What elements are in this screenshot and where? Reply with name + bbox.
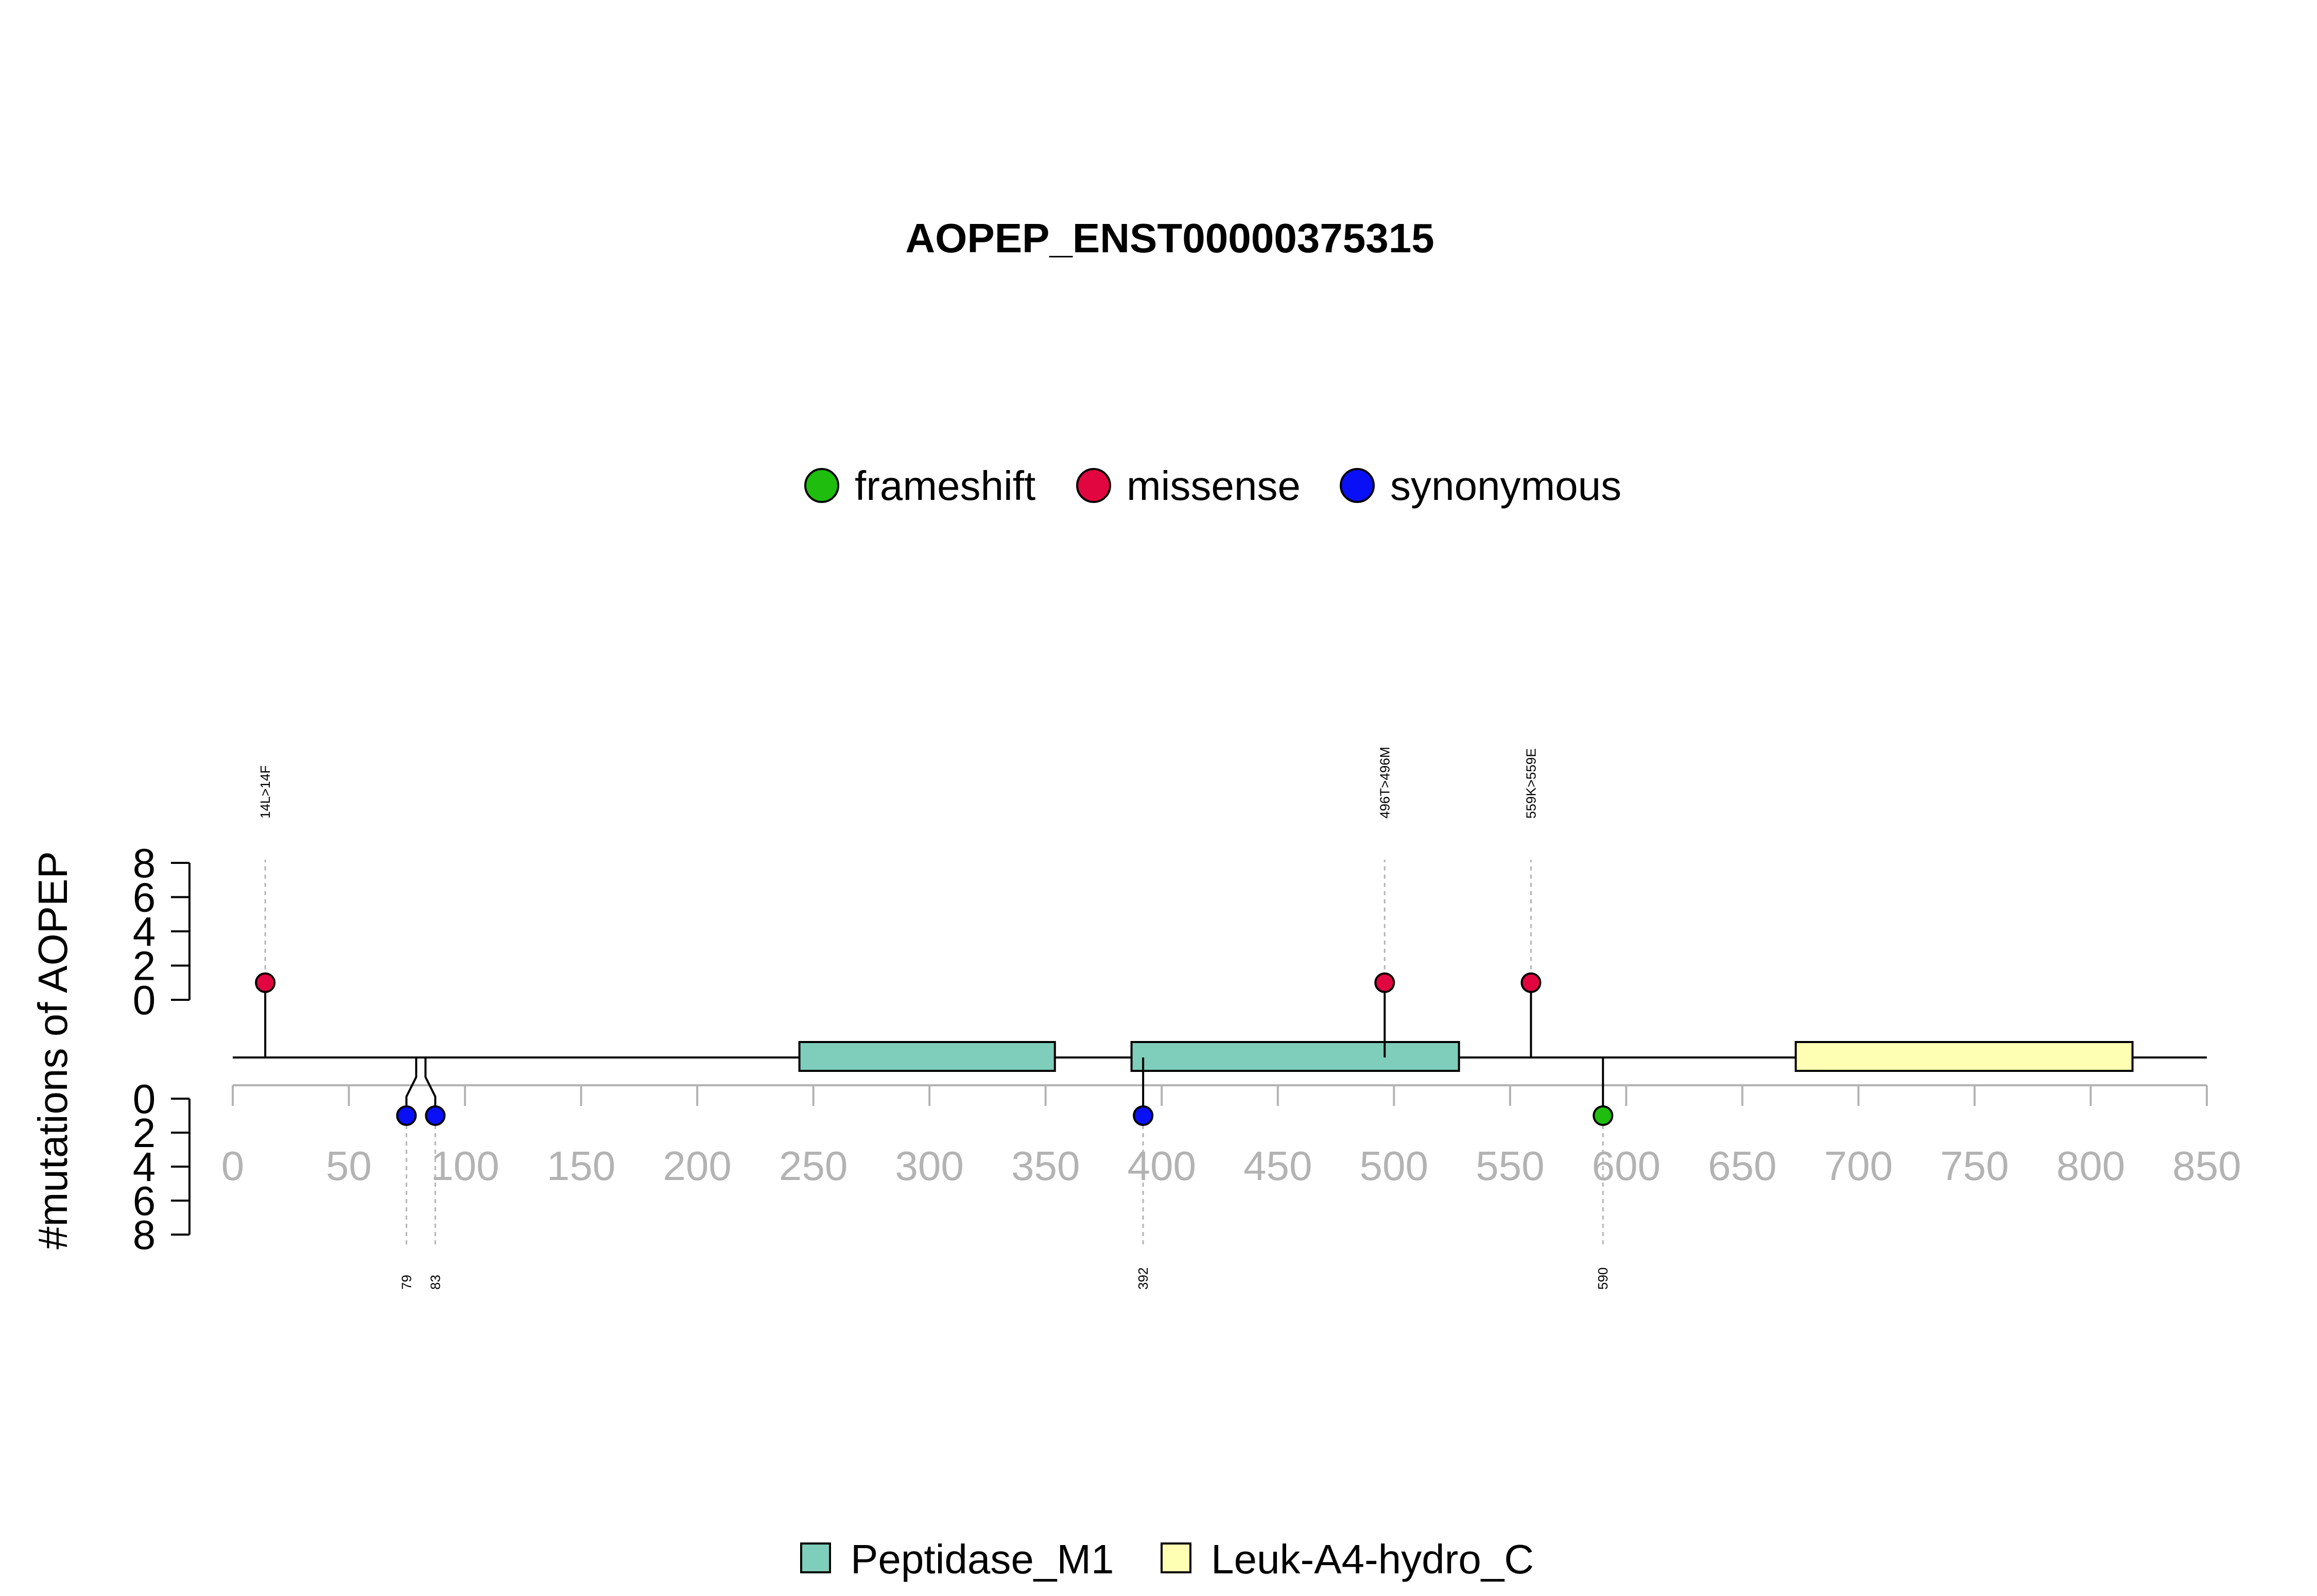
x-tick-label-400: 400 [1127,1143,1196,1189]
y-tick-label-bottom-2: 2 [133,1110,156,1156]
mutation-dot-14 [255,972,276,993]
x-tick-label-500: 500 [1360,1143,1428,1189]
y-tick-label-top-8: 8 [133,840,156,886]
domain-legend-label-1: Leuk-A4-hydro_C [1211,1536,1534,1582]
x-tick-label-50: 50 [326,1143,372,1189]
x-tick-label-700: 700 [1824,1143,1893,1189]
x-tick-label-750: 750 [1940,1143,2009,1189]
y-tick-label-bottom-0: 0 [133,1076,156,1122]
mutation-dot-79 [396,1105,417,1126]
x-tick-label-150: 150 [547,1143,615,1189]
mutation-dot-496 [1374,972,1395,993]
mutation-label-559: 559K>559E [1523,748,1538,819]
mutations-top: 14L>14F 496T>496M 559K>559E [255,747,1542,1057]
x-tick-label-100: 100 [430,1143,499,1189]
y-tick-label-top-0: 0 [133,977,156,1023]
y-tick-label-top-4: 4 [133,909,156,955]
y-tick-label-bottom-8: 8 [133,1212,156,1258]
mutation-dot-83 [425,1105,446,1126]
x-tick-label-850: 850 [2172,1143,2241,1189]
x-tick-label-600: 600 [1592,1143,1661,1189]
y-tick-label-top-6: 6 [133,875,156,921]
domain-legend-swatch-1 [1161,1542,1191,1573]
legend-dot-missense [1076,468,1111,503]
y-tick-label-top-2: 2 [133,943,156,989]
y-tick-label-bottom-4: 4 [133,1144,156,1190]
x-tick-label-650: 650 [1708,1143,1776,1189]
chart-title: AOPEP_ENST00000375315 [905,215,1434,261]
mutation-dot-590 [1593,1105,1614,1126]
x-tick-label-200: 200 [663,1143,731,1189]
legend-label-frameshift: frameshift [855,463,1035,509]
mutation-label-590: 590 [1595,1268,1611,1290]
domain-peptidase_m1-0 [798,1041,1056,1072]
x-axis: 0 50 100 150 200 250 300 350 400 450 500 550 600 650 7… [221,1084,2241,1189]
x-tick-label-450: 450 [1243,1143,1312,1189]
x-tick-label-350: 350 [1011,1143,1080,1189]
x-tick-label-250: 250 [779,1143,848,1189]
x-tick-label-300: 300 [895,1143,963,1189]
y-tick-label-bottom-6: 6 [133,1178,156,1224]
mutation-label-496: 496T>496M [1377,747,1392,819]
x-tick-label-800: 800 [2056,1143,2125,1189]
legend-label-missense: missense [1127,463,1301,509]
domain-legend-label-0: Peptidase_M1 [851,1536,1114,1582]
y-axis-label: #mutations of AOPEP [30,851,76,1250]
x-tick-label-0: 0 [221,1143,245,1189]
legend-label-synonymous: synonymous [1390,463,1621,509]
protein-domains [798,1041,2134,1072]
mutation-dot-392 [1133,1105,1154,1126]
mutation-label-79: 79 [399,1275,414,1290]
domain-legend: Peptidase_M1 Leuk-A4-hydro_C [800,1536,1534,1582]
mutations-bottom: 79 83 392 590 [396,1057,1614,1290]
domain-legend-swatch-0 [800,1542,831,1573]
domain-leuk-a4-hydro_c-2 [1794,1041,2134,1072]
mutation-dot-559 [1520,972,1542,993]
mutation-type-legend: frameshift missense synonymous [804,463,1621,509]
x-tick-label-550: 550 [1476,1143,1544,1189]
mutation-label-14: 14L>14F [257,766,273,819]
domain-peptidase_m1-1 [1130,1041,1460,1072]
legend-dot-synonymous [1340,468,1375,503]
mutation-label-83: 83 [427,1275,443,1290]
mutation-label-392: 392 [1135,1268,1151,1290]
legend-dot-frameshift [804,468,839,503]
